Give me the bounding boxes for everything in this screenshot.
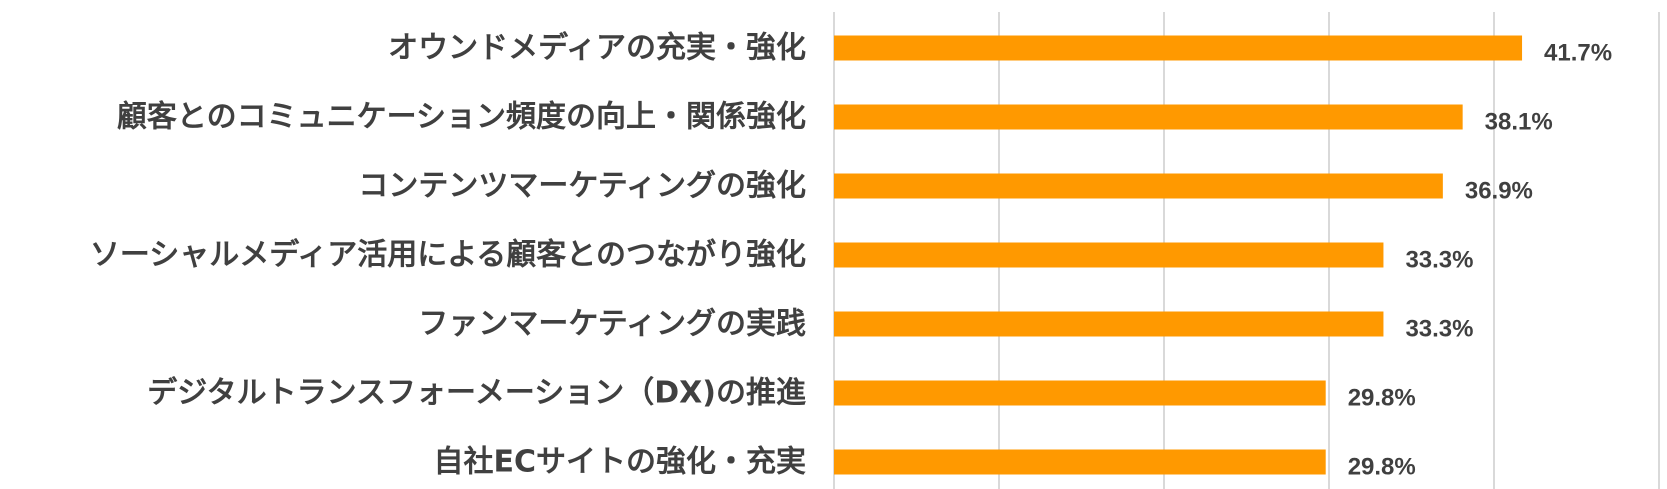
category-label-4: ソーシャルメディア活用による顧客とのつながり強化 bbox=[90, 238, 806, 273]
bar-2 bbox=[834, 104, 1463, 130]
value-labels: 41.7% 38.1% 36.9% 33.3% 33.3% 29.8% 29.8% bbox=[1348, 40, 1612, 481]
value-label-1: 41.7% bbox=[1544, 40, 1612, 67]
value-label-3: 36.9% bbox=[1465, 178, 1533, 205]
bars bbox=[834, 35, 1523, 475]
value-label-5: 33.3% bbox=[1405, 316, 1473, 343]
value-label-7: 29.8% bbox=[1348, 454, 1416, 481]
bar-5 bbox=[834, 311, 1384, 337]
category-label-7: 自社ECサイトの強化・充実 bbox=[433, 445, 806, 480]
category-label-3: コンテンツマーケティングの強化 bbox=[358, 169, 806, 204]
category-label-6: デジタルトランスフォーメーション（DX)の推進 bbox=[147, 376, 806, 411]
bar-1 bbox=[834, 35, 1523, 61]
value-label-2: 38.1% bbox=[1485, 109, 1553, 136]
bar-3 bbox=[834, 173, 1443, 199]
category-labels: オウンドメディアの充実・強化顧客とのコミュニケーション頻度の向上・関係強化コンテ… bbox=[90, 31, 806, 480]
bar-6 bbox=[834, 380, 1326, 406]
value-label-4: 33.3% bbox=[1405, 247, 1473, 274]
category-label-2: 顧客とのコミュニケーション頻度の向上・関係強化 bbox=[117, 100, 806, 135]
bar-4 bbox=[834, 242, 1384, 268]
category-label-5: ファンマーケティングの実践 bbox=[418, 307, 806, 342]
value-label-6: 29.8% bbox=[1348, 385, 1416, 412]
category-label-1: オウンドメディアの充実・強化 bbox=[388, 31, 806, 66]
bar-7 bbox=[834, 449, 1326, 475]
